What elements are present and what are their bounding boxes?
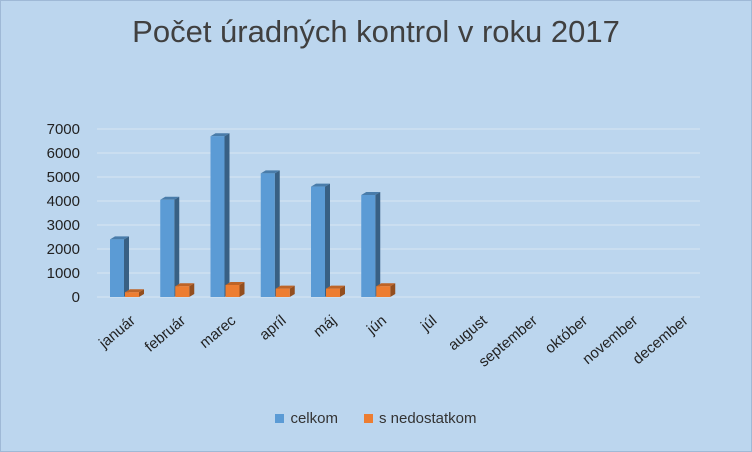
x-tick-label: február (142, 312, 189, 356)
x-tick-label: jún (363, 312, 390, 339)
y-tick-label: 5000 (47, 169, 80, 186)
legend-swatch-celkom (275, 414, 285, 423)
legend-label-celkom: celkom (290, 410, 338, 427)
x-tick-label: august (445, 312, 491, 355)
y-tick-label: 3000 (47, 217, 80, 234)
bar-s-nedostatkom (275, 285, 295, 297)
y-tick-label: 7000 (47, 121, 80, 138)
y-tick-label: 1000 (47, 265, 80, 282)
bar-s-nedostatkom (125, 289, 144, 297)
legend-item-celkom: celkom (275, 410, 338, 427)
x-tick-label: január (95, 312, 139, 352)
y-tick-label: 4000 (47, 193, 80, 210)
bar-s-nedostatkom (376, 283, 396, 297)
chart-title: Počet úradných kontrol v roku 2017 (132, 14, 620, 49)
x-tick-label: apríl (256, 312, 289, 344)
bar-celkom (311, 183, 330, 297)
bar-s-nedostatkom (175, 283, 195, 297)
y-tick-label: 0 (72, 289, 80, 306)
bar-celkom (160, 196, 180, 297)
x-tick-label: máj (310, 312, 339, 341)
x-tick-label: november (579, 312, 641, 368)
chart-legend: celkom s nedostatkom (0, 410, 752, 427)
bar-celkom (260, 170, 280, 297)
bar-celkom (361, 192, 381, 297)
x-tick-label: december (629, 312, 691, 368)
legend-label-s-nedostatkom: s nedostatkom (378, 410, 477, 427)
bar-s-nedostatkom (326, 285, 345, 297)
bar-celkom (210, 133, 230, 297)
legend-item-s-nedostatkom: s nedostatkom (363, 410, 477, 427)
bar-celkom (110, 236, 129, 297)
legend-swatch-s-nedostatkom (363, 414, 373, 423)
bar-s-nedostatkom (225, 282, 245, 297)
y-tick-label: 6000 (47, 145, 80, 162)
x-tick-label: marec (196, 312, 239, 352)
y-tick-label: 2000 (47, 241, 80, 258)
x-tick-label: júl (417, 312, 440, 335)
